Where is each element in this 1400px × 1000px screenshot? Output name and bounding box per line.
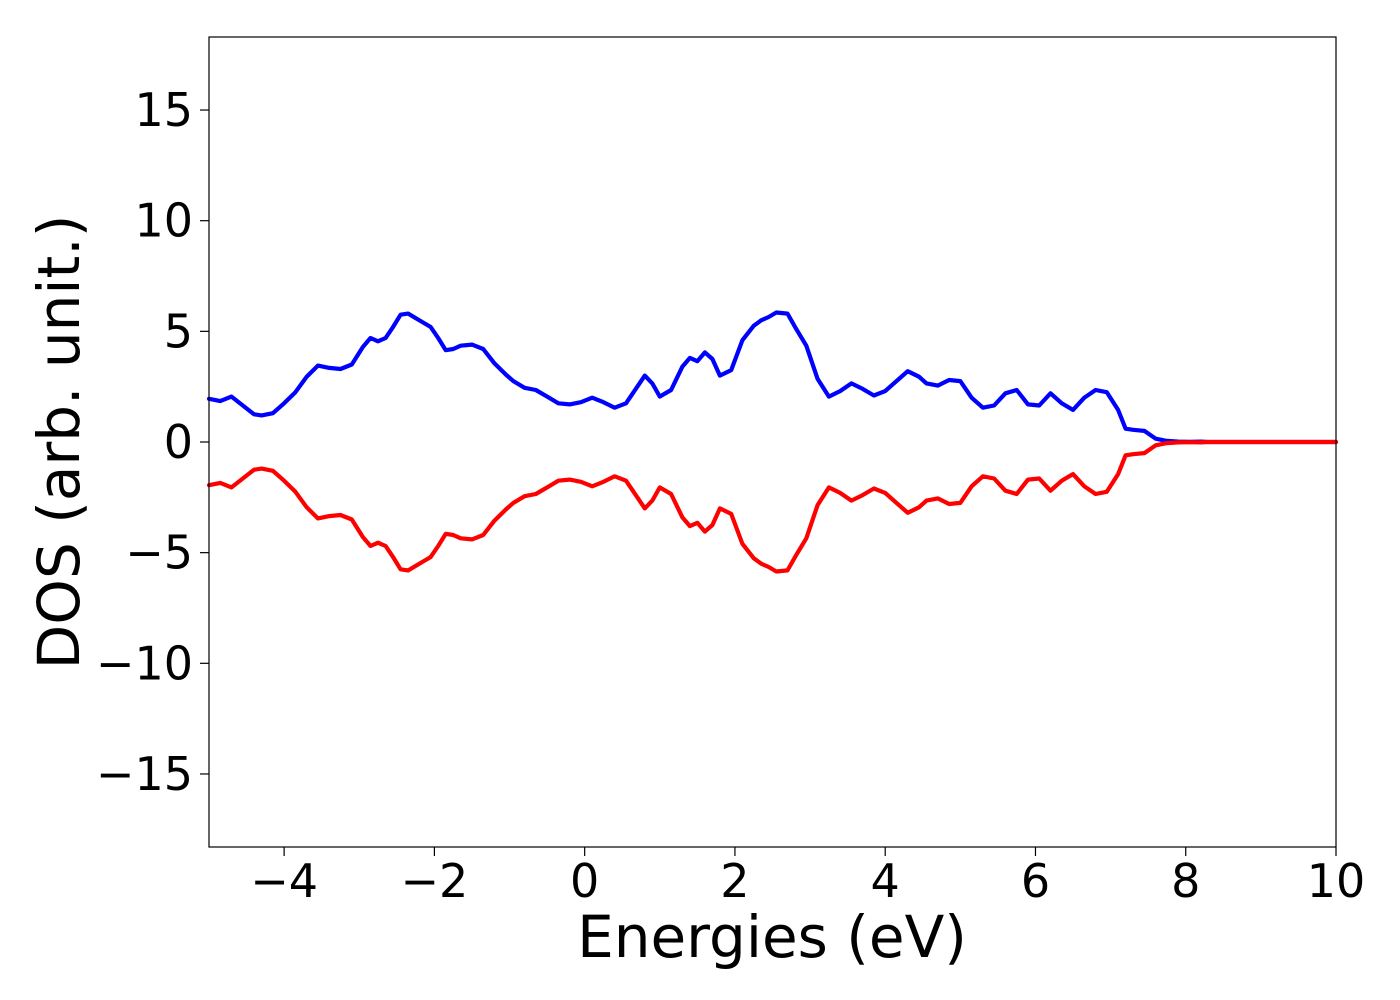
x-tick-label: 0 — [570, 854, 599, 908]
y-tick-label: −10 — [96, 636, 193, 690]
y-axis-ticks: 15 10 5 0 −5 −10 −15 — [96, 83, 209, 801]
y-tick-label: 5 — [164, 304, 193, 358]
y-axis-label: DOS (arb. unit.) — [25, 215, 93, 670]
x-tick-label: −4 — [250, 854, 318, 908]
x-tick-label: 4 — [871, 854, 900, 908]
y-tick-label: 10 — [134, 194, 193, 248]
series-line-1 — [206, 310, 1339, 445]
y-tick-label: 0 — [164, 415, 193, 469]
y-tick-label: −5 — [125, 526, 193, 580]
series-line-2 — [206, 439, 1339, 574]
x-tick-label: −2 — [400, 854, 468, 908]
x-tick-label: 6 — [1021, 854, 1050, 908]
x-tick-label: 2 — [720, 854, 749, 908]
x-tick-label: 8 — [1171, 854, 1200, 908]
y-tick-label: −15 — [96, 747, 193, 801]
x-axis-ticks: −4 −2 0 2 4 6 8 10 — [250, 847, 1365, 908]
y-tick-label: 15 — [134, 83, 193, 137]
x-axis-label: Energies (eV) — [577, 903, 967, 971]
x-tick-label: 10 — [1307, 854, 1366, 908]
series-layer — [206, 310, 1339, 574]
